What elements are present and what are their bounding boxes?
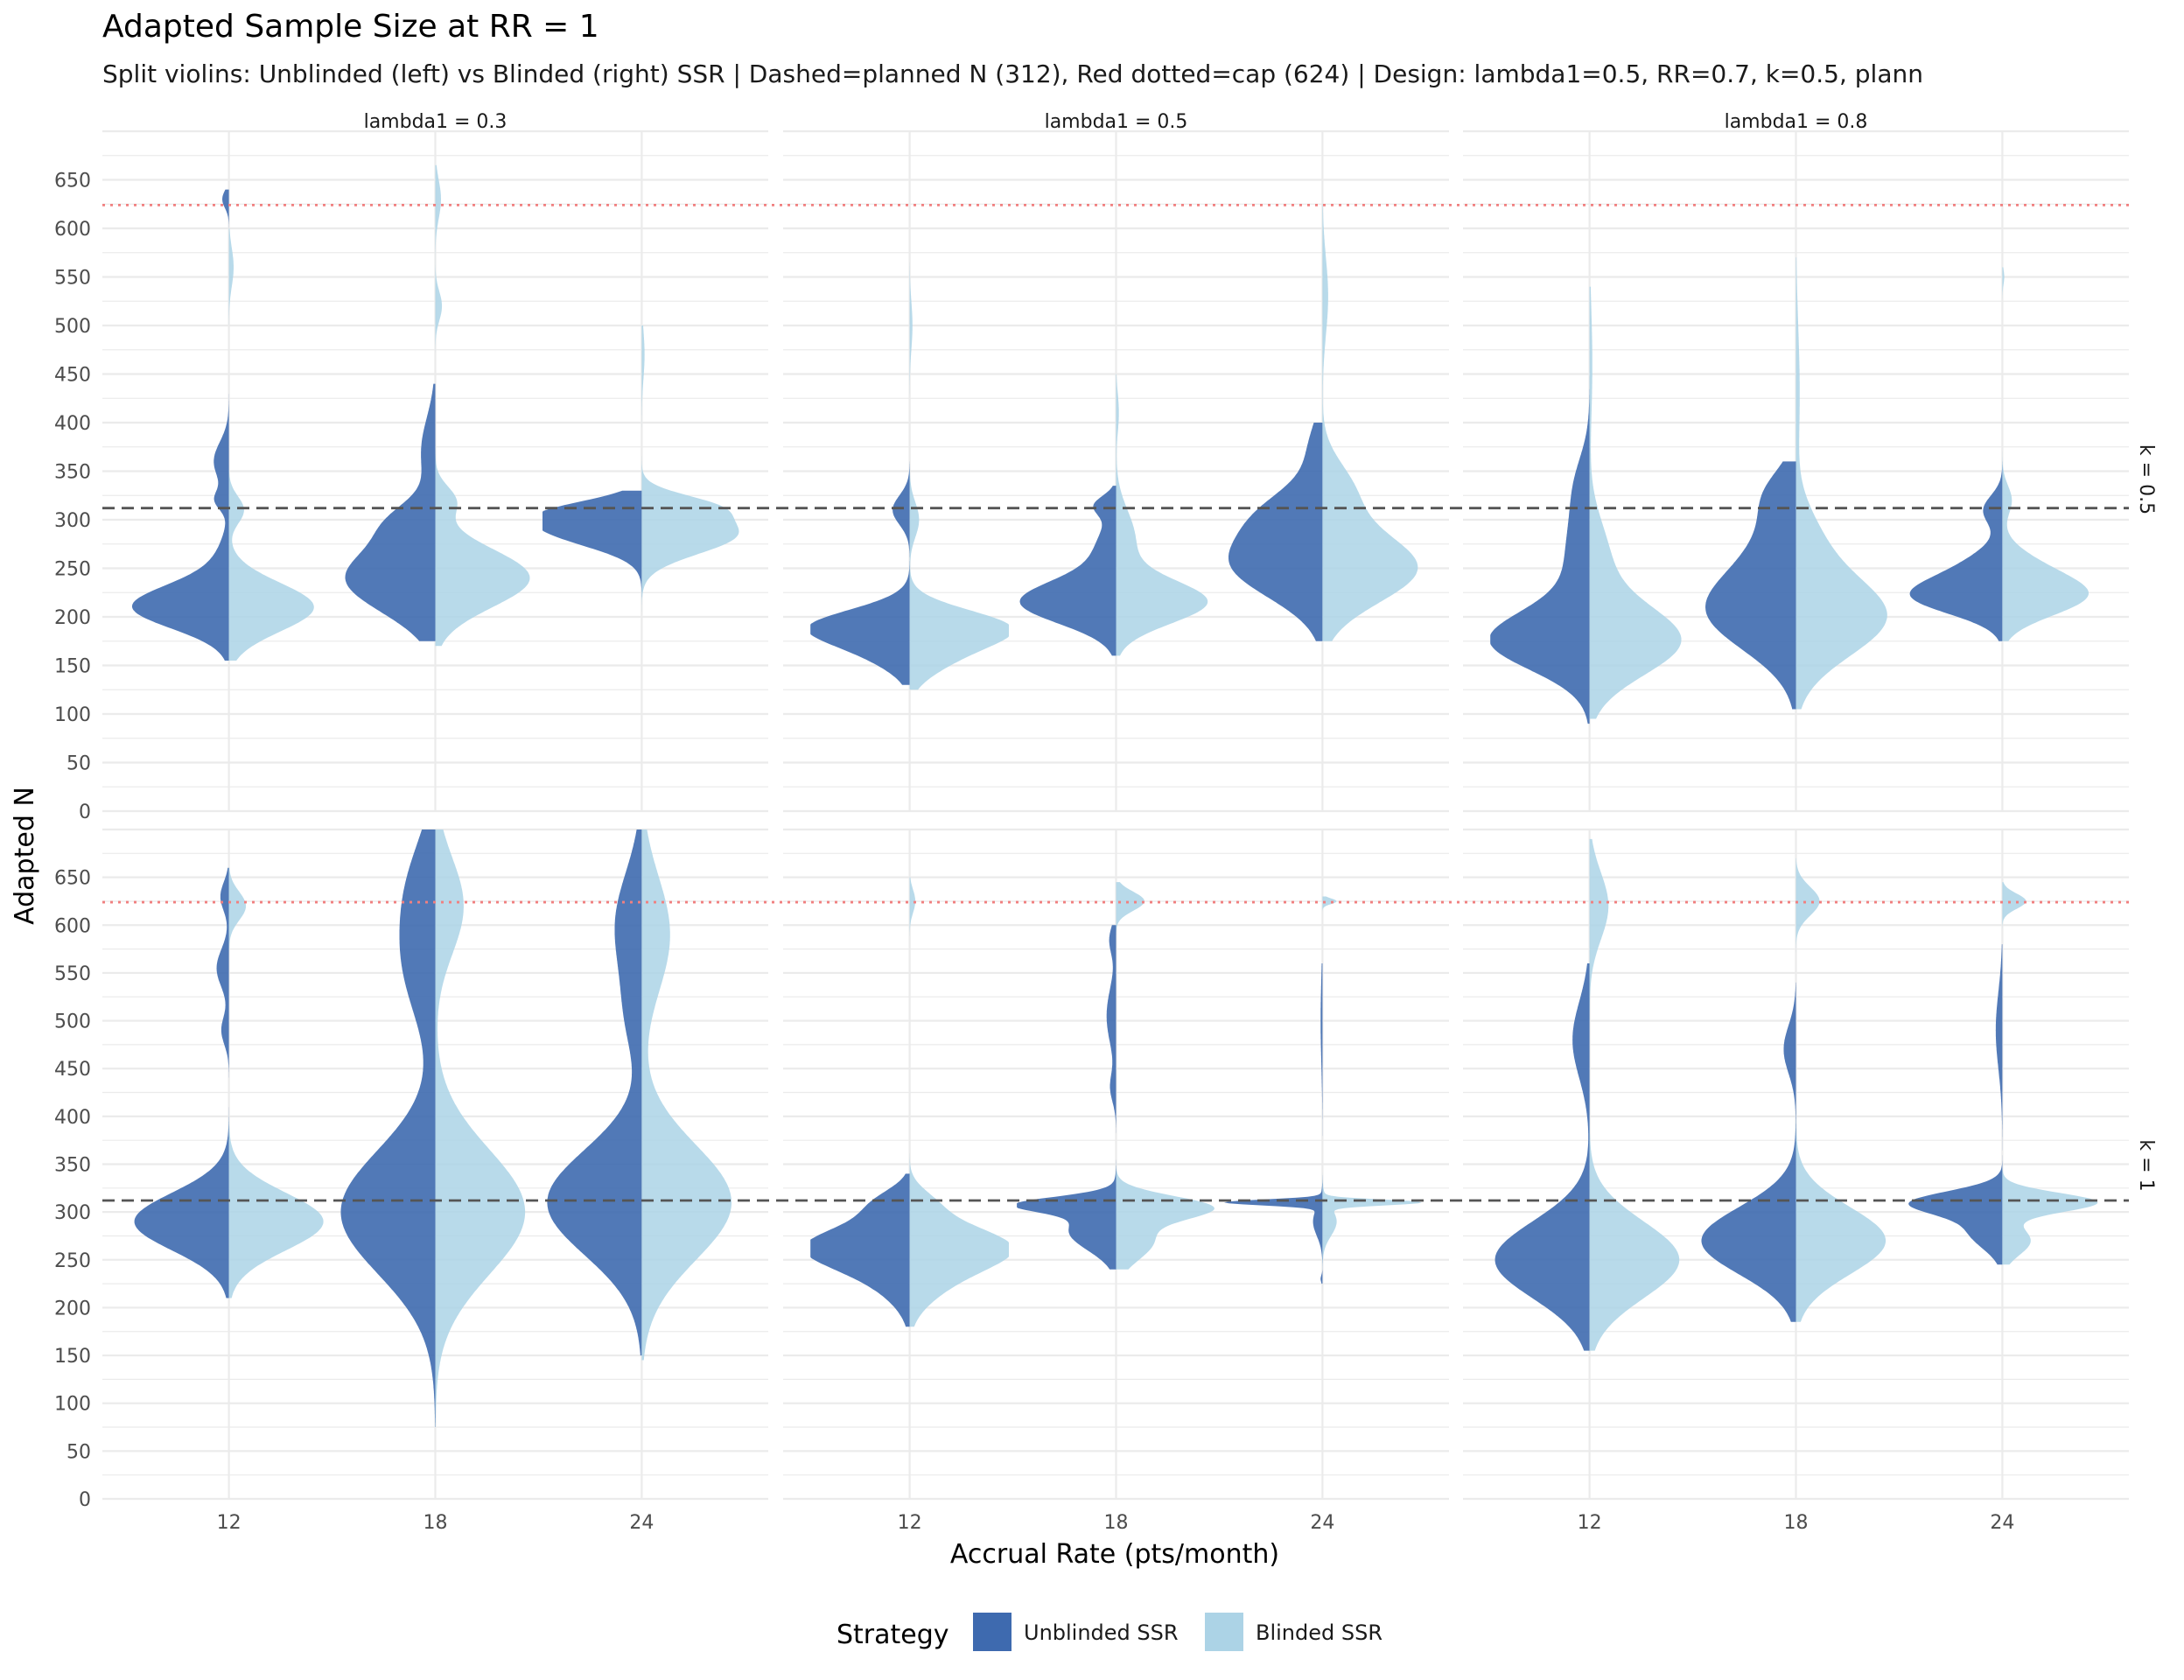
legend-swatch-blinded (1205, 1613, 1243, 1651)
y-tick-label: 450 (54, 365, 91, 387)
strip-label-col: lambda1 = 0.8 (1725, 111, 1868, 133)
violin-blinded-x18-r1-c0 (435, 830, 526, 1427)
violin-blinded-x12-r0-c1 (909, 262, 1009, 690)
y-tick-label: 100 (54, 1394, 91, 1416)
y-tick-label: 350 (54, 1155, 91, 1177)
violin-blinded-x24-r1-c0 (641, 830, 732, 1361)
chart-title: Adapted Sample Size at RR = 1 (102, 9, 599, 45)
y-tick-label: 200 (54, 607, 91, 629)
violin-blinded-x18-r1-c2 (1796, 858, 1886, 1322)
facet-panels: 0 50 100 150 200 250 300 350 400 450 500 550 600 650 0… (54, 130, 2129, 1534)
legend-label-unblinded: Unblinded SSR (1024, 1620, 1179, 1645)
legend-label-blinded: Blinded SSR (1256, 1620, 1382, 1645)
violin-unblinded-x18-r0-c0 (345, 383, 436, 641)
y-tick-label: 600 (54, 915, 91, 937)
violin-unblinded-x12-r1-c2 (1494, 963, 1590, 1351)
x-tick-label: 18 (1784, 1512, 1809, 1534)
y-tick-label: 50 (66, 753, 91, 775)
x-tick-label: 12 (1578, 1512, 1602, 1534)
legend-title: Strategy (836, 1620, 949, 1650)
facet-strips: lambda1 = 0.3 lambda1 = 0.5 lambda1 = 0.8 k… (364, 111, 2157, 1192)
violin-blinded-x18-r1-c1 (1116, 882, 1214, 1270)
y-tick-label: 250 (54, 559, 91, 581)
y-tick-label: 350 (54, 462, 91, 484)
violin-blinded-x24-r0-c1 (1322, 204, 1418, 641)
violin-unblinded-x12-r1-c0 (134, 867, 229, 1298)
panel-r0-c2 (1463, 130, 2129, 813)
panel-r0-c0 (102, 130, 768, 813)
violin-unblinded-x18-r0-c2 (1705, 461, 1796, 710)
chart-subtitle: Split violins: Unblinded (left) vs Blind… (102, 60, 1923, 88)
violin-blinded-x12-r1-c0 (228, 867, 324, 1298)
violin-unblinded-x12-r0-c0 (131, 189, 229, 662)
violin-unblinded-x18-r1-c0 (340, 830, 436, 1427)
y-tick-label: 450 (54, 1059, 91, 1081)
strip-label-col: lambda1 = 0.5 (1045, 111, 1188, 133)
violin-blinded-x24-r1-c2 (2002, 882, 2098, 1265)
y-tick-label: 150 (54, 656, 91, 678)
y-tick-label: 550 (54, 963, 91, 985)
y-tick-label: 0 (79, 802, 91, 823)
violin-unblinded-x18-r1-c2 (1701, 982, 1796, 1322)
panel-r1-c1 (783, 828, 1449, 1501)
violin-blinded-x24-r0-c2 (2002, 267, 2089, 641)
violin-blinded-x12-r1-c1 (909, 877, 1009, 1327)
violin-blinded-x18-r0-c1 (1116, 374, 1208, 656)
y-tick-label: 100 (54, 704, 91, 726)
violin-blinded-x12-r0-c0 (228, 228, 314, 661)
y-axis-title: Adapted N (10, 787, 40, 925)
violin-unblinded-x12-r1-c1 (810, 1173, 910, 1327)
violin-blinded-x24-r0-c0 (641, 326, 739, 612)
panel-r0-c1 (783, 130, 1449, 813)
x-tick-label: 12 (898, 1512, 922, 1534)
violin-unblinded-x24-r0-c1 (1228, 423, 1323, 641)
x-tick-label: 12 (217, 1512, 242, 1534)
violin-blinded-x18-r0-c0 (435, 164, 530, 647)
x-tick-label: 24 (1990, 1512, 2014, 1534)
violin-unblinded-x12-r0-c2 (1490, 276, 1590, 724)
x-tick-label: 18 (424, 1512, 448, 1534)
violin-blinded-x18-r0-c2 (1796, 257, 1887, 710)
violin-blinded-x12-r0-c2 (1589, 286, 1682, 719)
legend-swatch-unblinded (973, 1613, 1012, 1651)
violin-unblinded-x12-r0-c1 (810, 461, 910, 685)
x-axis-title: Accrual Rate (pts/month) (950, 1539, 1279, 1570)
violin-blinded-x24-r1-c1 (1322, 896, 1422, 1284)
y-tick-label: 300 (54, 510, 91, 532)
y-tick-label: 300 (54, 1202, 91, 1224)
x-tick-label: 24 (1310, 1512, 1334, 1534)
violin-unblinded-x24-r1-c2 (1908, 944, 2003, 1265)
y-tick-label: 400 (54, 1107, 91, 1129)
y-tick-label: 400 (54, 413, 91, 435)
violin-blinded-x12-r1-c2 (1589, 838, 1680, 1351)
y-tick-label: 500 (54, 316, 91, 338)
y-tick-label: 550 (54, 268, 91, 290)
strip-label-col: lambda1 = 0.3 (364, 111, 508, 133)
panel-r1-c2 (1463, 828, 2129, 1501)
strip-label-row: k = 0.5 (2135, 444, 2157, 514)
x-tick-label: 24 (629, 1512, 654, 1534)
violin-unblinded-x24-r0-c2 (1909, 461, 2003, 641)
violin-unblinded-x24-r1-c1 (1224, 963, 1323, 1284)
y-tick-label: 650 (54, 171, 91, 192)
y-tick-label: 600 (54, 219, 91, 241)
y-tick-label: 200 (54, 1298, 91, 1320)
y-tick-label: 500 (54, 1012, 91, 1033)
x-tick-label: 18 (1104, 1512, 1129, 1534)
violin-unblinded-x24-r0-c0 (542, 490, 642, 607)
y-tick-label: 50 (66, 1441, 91, 1463)
violin-unblinded-x24-r1-c0 (547, 830, 642, 1356)
panel-r1-c0 (102, 828, 768, 1501)
y-tick-label: 650 (54, 868, 91, 890)
y-tick-label: 150 (54, 1346, 91, 1368)
strip-label-row: k = 1 (2135, 1139, 2157, 1191)
y-tick-label: 250 (54, 1250, 91, 1272)
violin-unblinded-x18-r1-c1 (1017, 925, 1116, 1270)
violin-unblinded-x18-r0-c1 (1019, 486, 1116, 656)
y-tick-label: 0 (79, 1489, 91, 1511)
legend: Strategy Unblinded SSR Blinded SSR (836, 1613, 1382, 1651)
